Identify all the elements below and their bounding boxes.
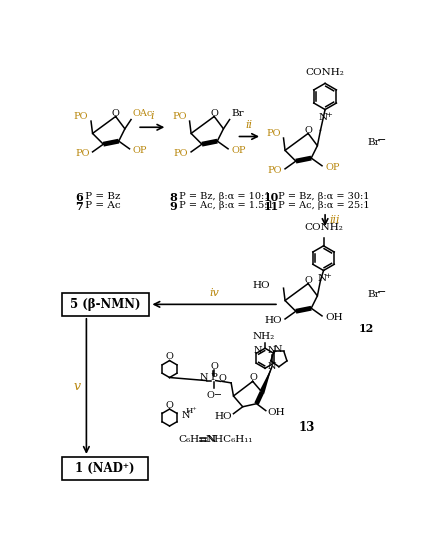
Text: O: O: [166, 352, 174, 361]
Text: Br: Br: [368, 138, 380, 147]
Text: P = Bz: P = Bz: [82, 192, 120, 201]
Text: O: O: [304, 126, 312, 135]
Text: P = Ac, β:α = 1.5:1: P = Ac, β:α = 1.5:1: [177, 201, 274, 210]
Text: N: N: [319, 113, 328, 122]
Text: O: O: [249, 373, 257, 382]
Text: −: −: [377, 287, 386, 297]
Text: P: P: [211, 373, 218, 382]
Text: O: O: [166, 401, 174, 410]
Text: 6: 6: [75, 192, 82, 203]
Text: O−: O−: [206, 391, 222, 400]
Text: 5 (β-NMN): 5 (β-NMN): [70, 298, 141, 311]
Text: v: v: [74, 380, 81, 393]
Polygon shape: [260, 367, 272, 394]
Text: PO: PO: [266, 129, 280, 138]
Text: i: i: [150, 111, 153, 121]
Text: N: N: [254, 346, 262, 355]
Text: P = Bz, β:α = 10:1: P = Bz, β:α = 10:1: [177, 192, 271, 201]
Text: CONH₂: CONH₂: [304, 223, 343, 232]
Text: HO: HO: [264, 316, 282, 325]
Text: P = Ac, β:α = 25:1: P = Ac, β:α = 25:1: [275, 201, 370, 210]
Text: +: +: [326, 111, 332, 119]
Text: PO: PO: [75, 149, 89, 158]
Text: P = Bz, β:α = 30:1: P = Bz, β:α = 30:1: [275, 192, 370, 201]
Text: 11: 11: [263, 201, 279, 212]
Text: Br: Br: [231, 109, 244, 118]
Text: 13: 13: [299, 421, 315, 435]
Text: ii: ii: [245, 120, 252, 130]
Text: 12: 12: [358, 323, 374, 334]
Text: N: N: [317, 273, 327, 283]
Text: OH: OH: [325, 313, 343, 322]
Text: 1 (NAD⁺): 1 (NAD⁺): [75, 462, 135, 475]
Text: O: O: [304, 276, 312, 285]
Text: N: N: [268, 346, 276, 355]
Text: O: O: [112, 109, 119, 118]
Text: CONH₂: CONH₂: [306, 68, 344, 77]
Text: 10: 10: [263, 192, 279, 203]
Text: PO: PO: [73, 112, 88, 121]
Text: OP: OP: [325, 163, 340, 172]
Text: O: O: [219, 374, 227, 383]
Text: +: +: [324, 272, 331, 280]
Text: H⁺: H⁺: [186, 407, 198, 416]
Text: PO: PO: [174, 149, 188, 158]
Text: O: O: [210, 362, 218, 371]
Text: N: N: [181, 410, 190, 420]
Text: OP: OP: [231, 146, 245, 155]
Text: N: N: [199, 373, 208, 382]
Text: NH₂: NH₂: [252, 332, 275, 340]
Text: OH: OH: [267, 408, 285, 417]
Text: C₆H₁₁N: C₆H₁₁N: [179, 435, 217, 444]
Text: 9: 9: [170, 201, 177, 212]
Text: −: −: [377, 136, 386, 146]
Text: Br: Br: [368, 290, 380, 299]
Text: N: N: [273, 346, 282, 354]
Text: P = Ac: P = Ac: [82, 201, 120, 210]
FancyBboxPatch shape: [62, 457, 148, 479]
Text: PO: PO: [267, 166, 282, 175]
Text: iii: iii: [330, 214, 340, 225]
Text: 7: 7: [75, 201, 82, 212]
Text: OP: OP: [133, 146, 147, 155]
Text: HO: HO: [215, 412, 232, 421]
FancyBboxPatch shape: [62, 293, 149, 315]
Text: iv: iv: [209, 288, 219, 298]
Text: HO: HO: [252, 281, 269, 290]
Text: PO: PO: [172, 112, 187, 121]
Text: N: N: [268, 362, 276, 371]
Text: OAc: OAc: [133, 109, 153, 118]
Text: 8: 8: [170, 192, 177, 203]
Text: NHC₆H₁₁: NHC₆H₁₁: [206, 435, 253, 444]
Text: O: O: [210, 109, 218, 118]
